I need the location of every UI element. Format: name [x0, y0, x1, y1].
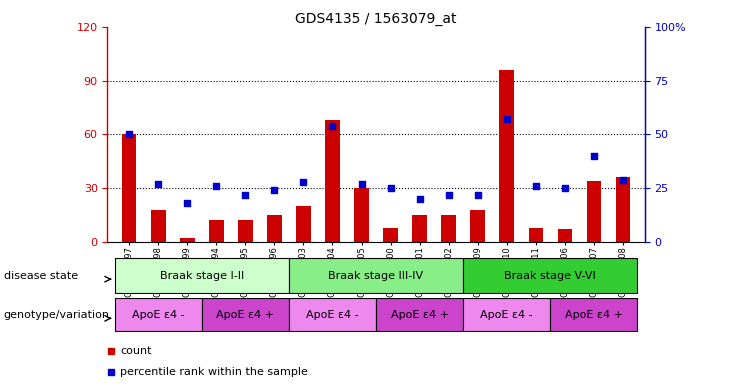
- Bar: [528, 228, 543, 242]
- Text: Braak stage III-IV: Braak stage III-IV: [328, 270, 424, 281]
- Point: [617, 177, 629, 183]
- Text: ApoE ε4 +: ApoE ε4 +: [391, 310, 448, 320]
- Point: [123, 131, 135, 137]
- Bar: [289, 258, 463, 293]
- Point: [413, 196, 425, 202]
- Bar: [471, 210, 485, 242]
- Point: [239, 192, 251, 198]
- Bar: [238, 220, 253, 242]
- Point: [559, 185, 571, 191]
- Text: ApoE ε4 +: ApoE ε4 +: [216, 310, 274, 320]
- Point: [182, 200, 193, 206]
- Title: GDS4135 / 1563079_at: GDS4135 / 1563079_at: [296, 12, 456, 26]
- Text: count: count: [120, 346, 152, 356]
- Bar: [325, 120, 340, 242]
- Point: [472, 192, 484, 198]
- Bar: [616, 177, 630, 242]
- Point: [385, 185, 396, 191]
- Text: Braak stage V-VI: Braak stage V-VI: [505, 270, 597, 281]
- Point: [530, 183, 542, 189]
- Text: genotype/variation: genotype/variation: [4, 310, 110, 320]
- Text: ApoE ε4 +: ApoE ε4 +: [565, 310, 623, 320]
- Bar: [268, 215, 282, 242]
- Point: [501, 116, 513, 122]
- Point: [153, 181, 165, 187]
- Bar: [499, 70, 514, 242]
- Text: ApoE ε4 -: ApoE ε4 -: [306, 310, 359, 320]
- Bar: [122, 134, 136, 242]
- Text: disease state: disease state: [4, 270, 78, 281]
- Bar: [209, 220, 224, 242]
- Text: ApoE ε4 -: ApoE ε4 -: [132, 310, 185, 320]
- Bar: [296, 206, 310, 242]
- Bar: [376, 298, 463, 331]
- Bar: [354, 188, 369, 242]
- Bar: [180, 238, 195, 242]
- Point: [442, 192, 454, 198]
- Point: [588, 153, 599, 159]
- Point: [356, 181, 368, 187]
- Text: Braak stage I-II: Braak stage I-II: [160, 270, 244, 281]
- Bar: [463, 258, 637, 293]
- Bar: [383, 228, 398, 242]
- Bar: [151, 210, 165, 242]
- Point: [327, 123, 339, 129]
- Bar: [115, 298, 202, 331]
- Text: percentile rank within the sample: percentile rank within the sample: [120, 367, 308, 377]
- Bar: [412, 215, 427, 242]
- Bar: [442, 215, 456, 242]
- Text: ApoE ε4 -: ApoE ε4 -: [480, 310, 533, 320]
- Bar: [557, 229, 572, 242]
- Bar: [463, 298, 551, 331]
- Bar: [587, 181, 601, 242]
- Point: [298, 179, 310, 185]
- Bar: [115, 258, 289, 293]
- Bar: [289, 298, 376, 331]
- Point: [210, 183, 222, 189]
- Bar: [551, 298, 637, 331]
- Point: [268, 187, 280, 194]
- Bar: [202, 298, 289, 331]
